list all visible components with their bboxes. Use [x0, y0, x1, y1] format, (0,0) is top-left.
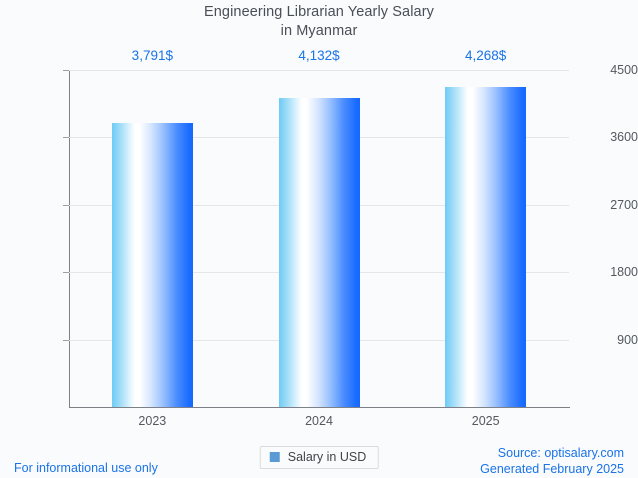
generated-text: Generated February 2025 [480, 461, 624, 476]
bar-value-label: 4,132$ [298, 48, 340, 63]
gridline [69, 70, 569, 71]
x-axis-tick-label: 2024 [305, 414, 333, 428]
y-axis-tick-mark [63, 204, 69, 206]
legend-item-label: Salary in USD [287, 450, 367, 464]
x-axis-tick-label: 2023 [138, 414, 167, 428]
y-axis-tick-label: 3600 [610, 130, 638, 145]
x-axis-tick-label: 2025 [471, 414, 500, 428]
source-text: Source: optisalary.com [497, 446, 624, 460]
y-axis-tick-mark [63, 70, 69, 71]
chart-title-line1: Engineering Librarian Yearly Salary [203, 4, 434, 20]
bar[interactable] [445, 87, 527, 407]
x-axis-line [69, 407, 570, 408]
y-axis-tick-label: 900 [617, 332, 638, 347]
y-axis-tick-mark [63, 272, 69, 274]
chart-title-line2: in Myanmar [280, 22, 358, 39]
y-axis-line [69, 70, 70, 408]
chart-legend[interactable]: Salary in USD [259, 446, 379, 469]
bar[interactable] [111, 123, 193, 407]
chart-title: Engineering Librarian Yearly Salary in M… [0, 3, 638, 40]
y-axis-tick-label: 2700 [610, 197, 638, 212]
bar-value-label: 3,791$ [131, 48, 173, 63]
source-block: Source: optisalary.com Generated Februar… [480, 446, 624, 477]
disclaimer-text: For informational use only [14, 461, 158, 475]
y-axis-tick-mark [63, 339, 69, 341]
bar[interactable] [278, 97, 360, 407]
y-axis-tick-mark [63, 137, 69, 139]
plot-area [69, 70, 569, 407]
y-axis-tick-label: 4500 [610, 63, 638, 77]
y-axis-tick-label: 1800 [610, 265, 638, 280]
bar-value-label: 4,268$ [465, 48, 507, 63]
legend-swatch-icon [269, 452, 280, 462]
